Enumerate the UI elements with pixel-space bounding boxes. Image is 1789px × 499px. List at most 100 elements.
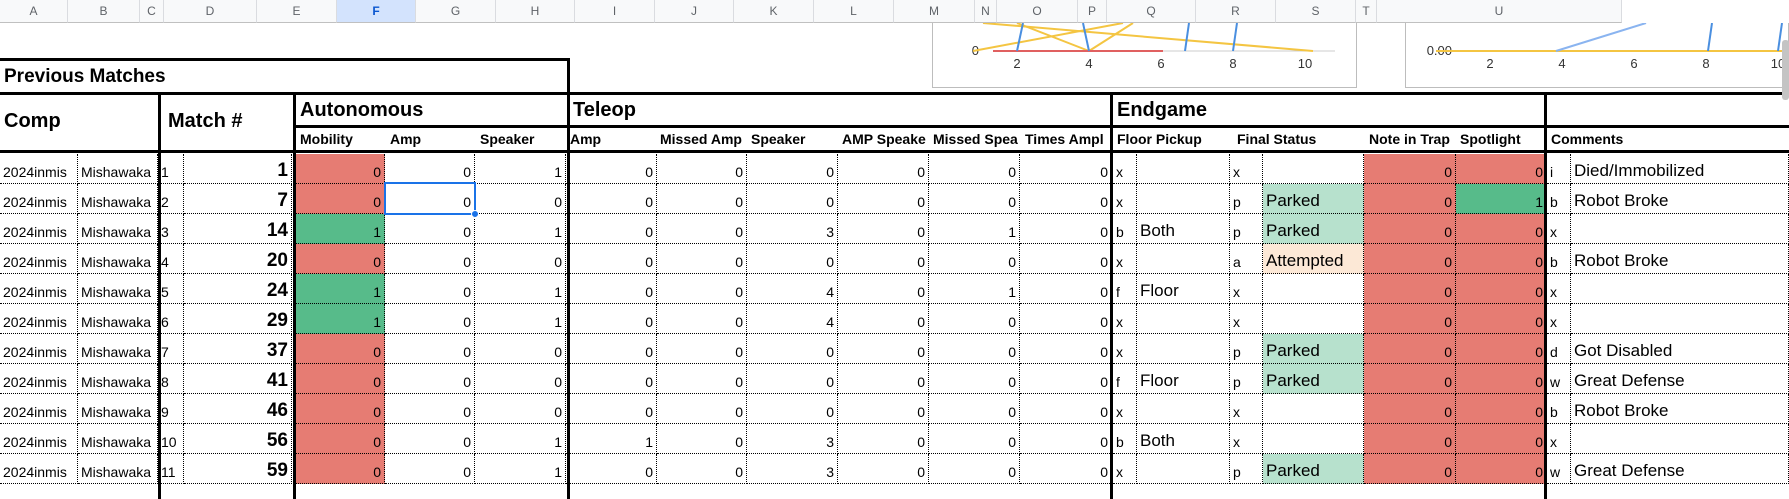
cell-floor-pickup[interactable] [1137,394,1230,424]
cell-note-in-trap[interactable]: 0 [1364,274,1456,304]
cell-auto-amp[interactable]: 0 [385,214,475,244]
cell-times-amplified[interactable]: 0 [1020,214,1112,244]
cell-comment-code[interactable]: x [1547,304,1571,334]
cell-mobility[interactable]: 0 [293,424,385,454]
cell-comment[interactable]: Died/Immobilized [1571,154,1789,184]
cell-final-status[interactable]: Parked [1263,364,1364,394]
cell-amp-speaker[interactable]: 0 [838,274,929,304]
cell-note-in-trap[interactable]: 0 [1364,364,1456,394]
cell-index[interactable]: 7 [158,334,184,364]
cell-missed-speaker[interactable]: 0 [929,304,1020,334]
cell-auto-speaker[interactable]: 0 [475,364,566,394]
cell-note-in-trap[interactable]: 0 [1364,304,1456,334]
cell-spotlight[interactable]: 0 [1456,364,1547,394]
cell-auto-amp[interactable]: 0 [385,244,475,274]
cell-floor-pickup[interactable]: Floor [1137,274,1230,304]
cell-final-status[interactable]: Attempted [1263,244,1364,274]
cell-teleop-amp[interactable]: 0 [566,214,657,244]
cell-event[interactable]: Mishawaka [78,424,158,454]
cell-amp-speaker[interactable]: 0 [838,424,929,454]
cell-auto-amp[interactable]: 0 [385,274,475,304]
cell-comment-code[interactable]: i [1547,154,1571,184]
cell-teleop-amp[interactable]: 0 [566,184,657,214]
cell-teleop-speaker[interactable]: 0 [747,364,838,394]
cell-spotlight[interactable]: 0 [1456,334,1547,364]
cell-comment-code[interactable]: b [1547,244,1571,274]
cell-teleop-speaker[interactable]: 3 [747,454,838,484]
cell-missed-amp[interactable]: 0 [657,244,747,274]
cell-spotlight[interactable]: 0 [1456,274,1547,304]
cell-floor-pickup[interactable] [1137,304,1230,334]
cell-event[interactable]: Mishawaka [78,214,158,244]
cell-event[interactable]: Mishawaka [78,274,158,304]
cell-teleop-amp[interactable]: 0 [566,154,657,184]
cell-auto-amp[interactable]: 0 [385,364,475,394]
cell-missed-amp[interactable]: 0 [657,454,747,484]
cell-final-status[interactable]: Parked [1263,214,1364,244]
cell-index[interactable]: 10 [158,424,184,454]
column-header-d[interactable]: D [164,0,257,23]
cell-comp[interactable]: 2024inmis [0,274,78,304]
column-header-k[interactable]: K [734,0,814,23]
cell-auto-speaker[interactable]: 1 [475,154,566,184]
cell-spotlight[interactable]: 0 [1456,454,1547,484]
cell-event[interactable]: Mishawaka [78,244,158,274]
column-header-i[interactable]: I [575,0,655,23]
cell-mobility[interactable]: 1 [293,274,385,304]
cell-final-status[interactable] [1263,304,1364,334]
cell-final-status[interactable] [1263,424,1364,454]
cell-match-number[interactable]: 7 [184,184,292,214]
cell-comp[interactable]: 2024inmis [0,184,78,214]
cell-amp-speaker[interactable]: 0 [838,454,929,484]
cell-amp-speaker[interactable]: 0 [838,184,929,214]
cell-comment[interactable]: Robot Broke [1571,394,1789,424]
cell-event[interactable]: Mishawaka [78,334,158,364]
cell-missed-amp[interactable]: 0 [657,334,747,364]
cell-comment-code[interactable]: w [1547,364,1571,394]
cell-final-status-code[interactable]: x [1230,154,1263,184]
cell-teleop-amp[interactable]: 0 [566,394,657,424]
cell-comp[interactable]: 2024inmis [0,154,78,184]
cell-auto-speaker[interactable]: 0 [475,334,566,364]
cell-teleop-amp[interactable]: 0 [566,334,657,364]
cell-auto-speaker[interactable]: 1 [475,304,566,334]
cell-amp-speaker[interactable]: 0 [838,334,929,364]
cell-comment[interactable]: Robot Broke [1571,244,1789,274]
cell-final-status[interactable]: Parked [1263,184,1364,214]
cell-teleop-amp[interactable]: 0 [566,274,657,304]
cell-comment[interactable] [1571,304,1789,334]
cell-auto-speaker[interactable]: 1 [475,274,566,304]
cell-auto-speaker[interactable]: 1 [475,424,566,454]
cell-mobility[interactable]: 0 [293,184,385,214]
vertical-scrollbar[interactable] [1782,40,1789,100]
cell-match-number[interactable]: 41 [184,364,292,394]
cell-amp-speaker[interactable]: 0 [838,364,929,394]
cell-match-number[interactable]: 29 [184,304,292,334]
cell-comp[interactable]: 2024inmis [0,394,78,424]
cell-teleop-speaker[interactable]: 4 [747,274,838,304]
cell-index[interactable]: 8 [158,364,184,394]
cell-comment[interactable] [1571,274,1789,304]
cell-missed-amp[interactable]: 0 [657,154,747,184]
cell-times-amplified[interactable]: 0 [1020,334,1112,364]
cell-comp[interactable]: 2024inmis [0,244,78,274]
cell-match-number[interactable]: 1 [184,154,292,184]
column-header-r[interactable]: R [1196,0,1276,23]
cell-spotlight[interactable]: 0 [1456,214,1547,244]
cell-auto-speaker[interactable]: 1 [475,454,566,484]
cell-missed-amp[interactable]: 0 [657,274,747,304]
column-header-m[interactable]: M [894,0,975,23]
column-header-n[interactable]: N [975,0,997,23]
cell-final-status-code[interactable]: x [1230,274,1263,304]
cell-match-number[interactable]: 14 [184,214,292,244]
cell-final-status-code[interactable]: p [1230,334,1263,364]
cell-floor-pickup[interactable] [1137,454,1230,484]
cell-teleop-speaker[interactable]: 0 [747,184,838,214]
cell-note-in-trap[interactable]: 0 [1364,334,1456,364]
cell-note-in-trap[interactable]: 0 [1364,244,1456,274]
column-header-q[interactable]: Q [1107,0,1196,23]
cell-comp[interactable]: 2024inmis [0,334,78,364]
column-header-u[interactable]: U [1377,0,1622,23]
cell-comment-code[interactable]: w [1547,454,1571,484]
